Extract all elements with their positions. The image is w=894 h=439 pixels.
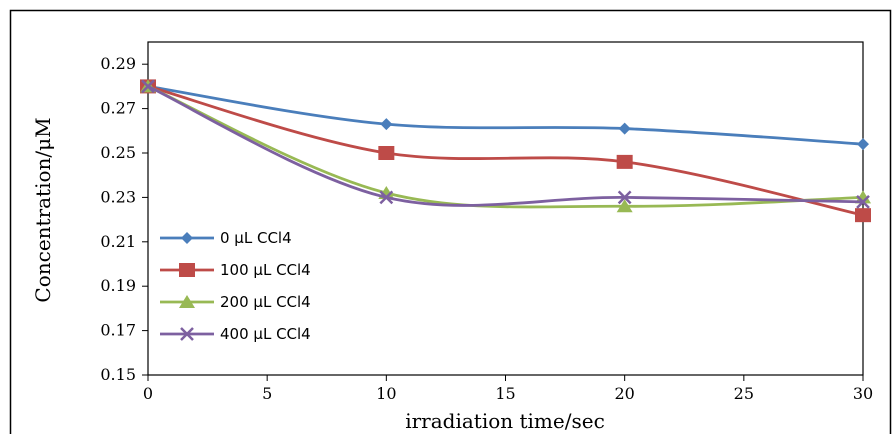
x-tick-label: 25 [734,384,754,403]
data-point-s0-1 [380,118,393,131]
series-line-2 [147,85,864,209]
x-tick-label: 20 [614,384,634,403]
data-point-s1-1 [378,146,395,160]
data-point-s3-3 [856,194,870,209]
x-axis-title: irradiation time/sec [405,409,605,433]
x-tick-label: 10 [376,384,396,403]
y-tick-label: 0.29 [100,54,136,73]
chart-frame [9,9,892,439]
y-tick-label: 0.17 [100,321,136,340]
legend-label-0: 0 μL CCl4 [220,229,292,247]
data-point-s3-2 [617,190,632,205]
series-line-1 [147,85,864,217]
data-point-s3-1 [379,190,394,205]
series-line-0 [147,85,864,146]
x-tick-label: 0 [143,384,153,403]
data-point-s0-3 [857,138,869,151]
data-point-s1-3 [855,208,871,223]
x-tick-label: 15 [495,384,515,403]
x-tick-label: 5 [262,384,272,403]
data-point-s3-0 [141,79,155,94]
x-tick-label: 30 [853,384,873,403]
legend-marker-1 [179,263,195,277]
data-point-s2-2 [616,199,633,213]
series-line-3 [147,85,864,207]
data-point-s0-2 [618,122,631,135]
legend-marker-2 [179,295,195,308]
y-tick-label: 0.27 [100,99,136,118]
y-tick-label: 0.21 [100,232,136,251]
y-tick-label: 0.25 [100,143,136,162]
y-axis-title: Concentration/μM [31,117,55,302]
legend-label-3: 400 μL CCl4 [220,325,311,343]
legend-marker-3 [180,327,194,341]
legend-label-1: 100 μL CCl4 [220,261,311,279]
data-point-s2-3 [855,190,871,204]
y-tick-label: 0.23 [100,187,136,206]
legend-marker-0 [181,232,193,244]
data-point-s1-2 [616,154,633,169]
y-tick-label: 0.19 [100,276,136,295]
y-tick-label: 0.15 [100,365,136,384]
legend-label-2: 200 μL CCl4 [220,293,311,311]
